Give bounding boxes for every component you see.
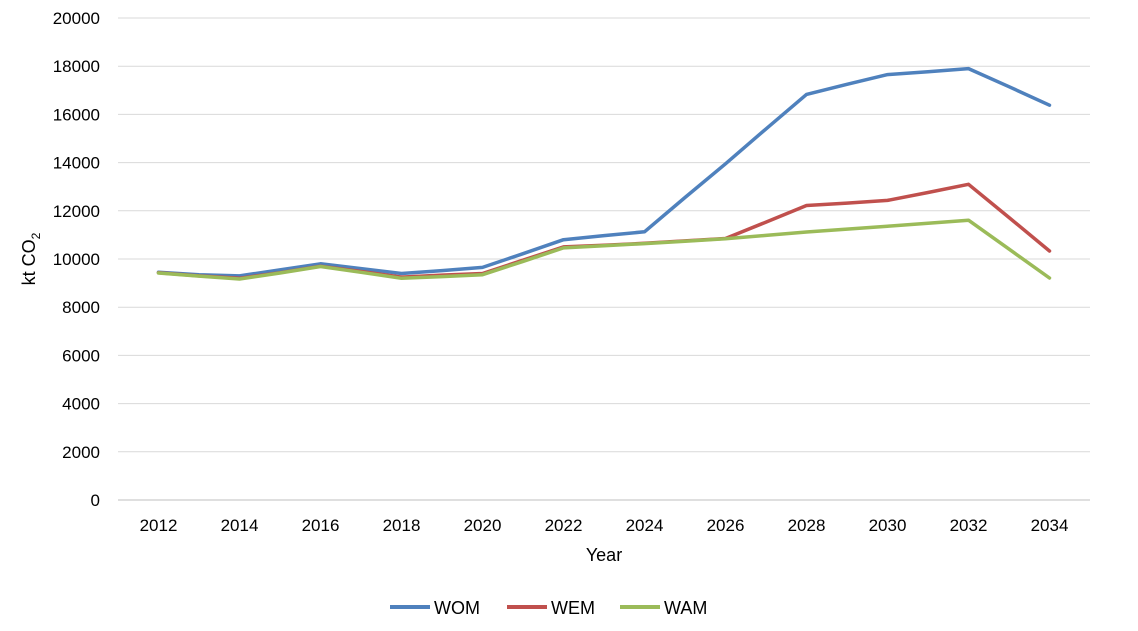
series-line-wam: [156, 218, 1052, 281]
y-tick-label: 8000: [62, 298, 100, 317]
x-tick-label: 2014: [221, 516, 259, 535]
y-axis-title-main: kt CO: [19, 239, 39, 285]
x-tick-label: 2028: [788, 516, 826, 535]
x-tick-label: 2022: [545, 516, 583, 535]
y-tick-label: 2000: [62, 443, 100, 462]
y-tick-label: 6000: [62, 346, 100, 365]
y-tick-label: 10000: [53, 250, 100, 269]
legend-label-wom: WOM: [434, 598, 480, 618]
series-line-wem: [156, 182, 1052, 281]
legend-label-wam: WAM: [664, 598, 707, 618]
y-tick-label: 4000: [62, 395, 100, 414]
y-tick-label: 12000: [53, 202, 100, 221]
y-axis-tick-labels: 0 2000 4000 6000 8000 10000 12000 14000 16000 180…: [53, 9, 100, 510]
y-tick-label: 16000: [53, 105, 100, 124]
y-axis-title-subscript: 2: [29, 232, 43, 239]
series-line-wom: [156, 66, 1052, 278]
x-tick-label: 2020: [464, 516, 502, 535]
x-tick-label: 2034: [1031, 516, 1069, 535]
x-axis-title: Year: [586, 545, 622, 565]
y-tick-label: 14000: [53, 154, 100, 173]
x-tick-label: 2024: [626, 516, 664, 535]
x-tick-label: 2012: [140, 516, 178, 535]
x-tick-label: 2018: [383, 516, 421, 535]
series-lines: [156, 66, 1052, 281]
gridlines: [118, 17, 1090, 501]
legend-label-wem: WEM: [551, 598, 595, 618]
y-tick-label: 18000: [53, 57, 100, 76]
y-axis-title: kt CO2: [19, 232, 43, 285]
x-axis-tick-labels: 2012 2014 2016 2018 2020 2022 2024 2026 2028 2030…: [140, 516, 1069, 535]
x-tick-label: 2030: [869, 516, 907, 535]
y-tick-label: 0: [91, 491, 100, 510]
legend: WOM WEM WAM: [390, 598, 707, 618]
x-tick-label: 2026: [707, 516, 745, 535]
y-tick-label: 20000: [53, 9, 100, 28]
x-tick-label: 2016: [302, 516, 340, 535]
x-tick-label: 2032: [950, 516, 988, 535]
